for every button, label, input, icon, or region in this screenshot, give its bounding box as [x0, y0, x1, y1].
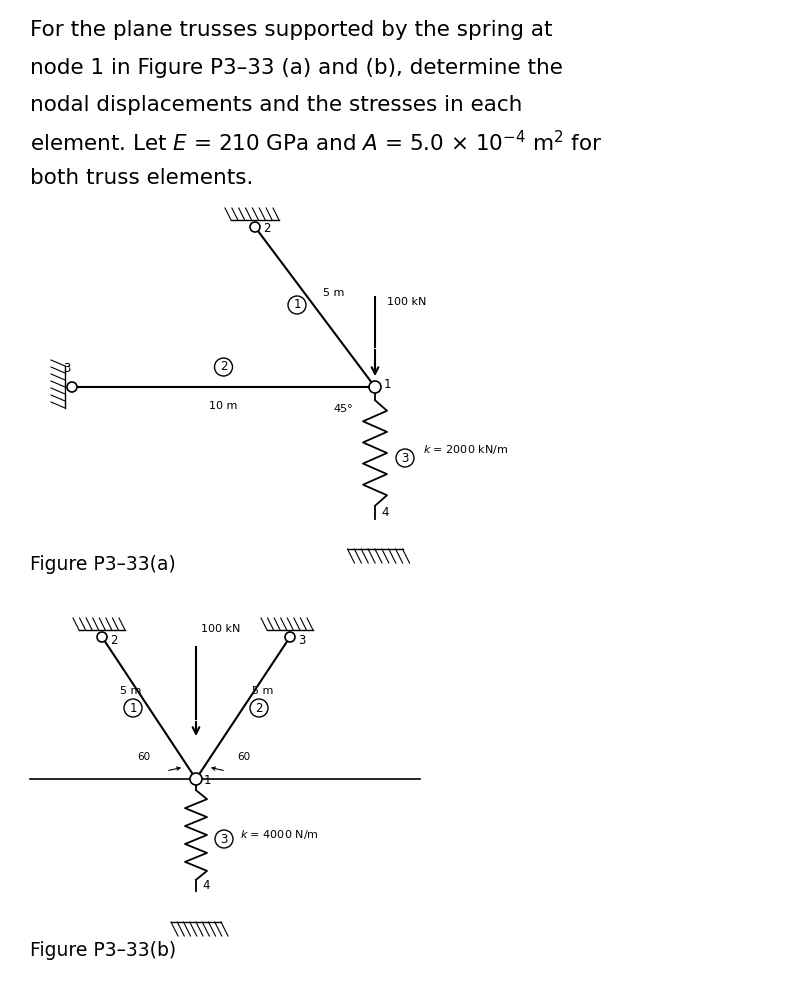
Circle shape	[97, 632, 107, 642]
Text: 100 kN: 100 kN	[387, 297, 426, 307]
Circle shape	[250, 699, 268, 717]
Text: 1: 1	[384, 379, 391, 392]
Text: 100 kN: 100 kN	[201, 624, 241, 634]
Text: $k$ = 2000 kN/m: $k$ = 2000 kN/m	[423, 444, 508, 457]
Circle shape	[288, 296, 306, 314]
Text: 5 m: 5 m	[323, 288, 344, 298]
Circle shape	[215, 830, 233, 848]
Text: 2: 2	[220, 361, 228, 374]
Circle shape	[124, 699, 142, 717]
Text: 60: 60	[237, 752, 250, 762]
Text: both truss elements.: both truss elements.	[30, 168, 254, 188]
Text: 2: 2	[255, 702, 262, 715]
Text: 60: 60	[138, 752, 151, 762]
Text: nodal displacements and the stresses in each: nodal displacements and the stresses in …	[30, 95, 522, 115]
Text: 4: 4	[381, 506, 389, 519]
Circle shape	[67, 382, 77, 392]
Text: 45°: 45°	[333, 404, 353, 414]
Circle shape	[190, 773, 202, 785]
Text: 5 m: 5 m	[252, 686, 274, 696]
Text: 5 m: 5 m	[121, 686, 142, 696]
Text: $k$ = 4000 N/m: $k$ = 4000 N/m	[240, 828, 318, 840]
Text: For the plane trusses supported by the spring at: For the plane trusses supported by the s…	[30, 20, 552, 40]
Text: Figure P3–33(b): Figure P3–33(b)	[30, 940, 176, 959]
Text: 3: 3	[220, 832, 228, 845]
Text: 1: 1	[130, 702, 137, 715]
Text: 1: 1	[204, 775, 211, 788]
Circle shape	[250, 222, 260, 232]
Text: element. Let $E$ = 210 GPa and $A$ = 5.0 $\times$ 10$^{-4}$ m$^{2}$ for: element. Let $E$ = 210 GPa and $A$ = 5.0…	[30, 131, 602, 156]
Circle shape	[396, 449, 414, 467]
Circle shape	[285, 632, 295, 642]
Text: node 1 in Figure P3–33 (a) and (b), determine the: node 1 in Figure P3–33 (a) and (b), dete…	[30, 58, 563, 78]
Text: 4: 4	[202, 878, 210, 891]
Text: 3: 3	[401, 452, 409, 465]
Circle shape	[215, 358, 232, 376]
Text: 3: 3	[63, 362, 70, 375]
Text: 2: 2	[263, 222, 271, 235]
Text: 3: 3	[298, 634, 305, 647]
Text: 10 m: 10 m	[209, 401, 237, 411]
Text: 1: 1	[293, 298, 301, 311]
Text: 2: 2	[110, 634, 117, 647]
Circle shape	[369, 381, 381, 393]
Text: Figure P3–33(a): Figure P3–33(a)	[30, 555, 176, 574]
